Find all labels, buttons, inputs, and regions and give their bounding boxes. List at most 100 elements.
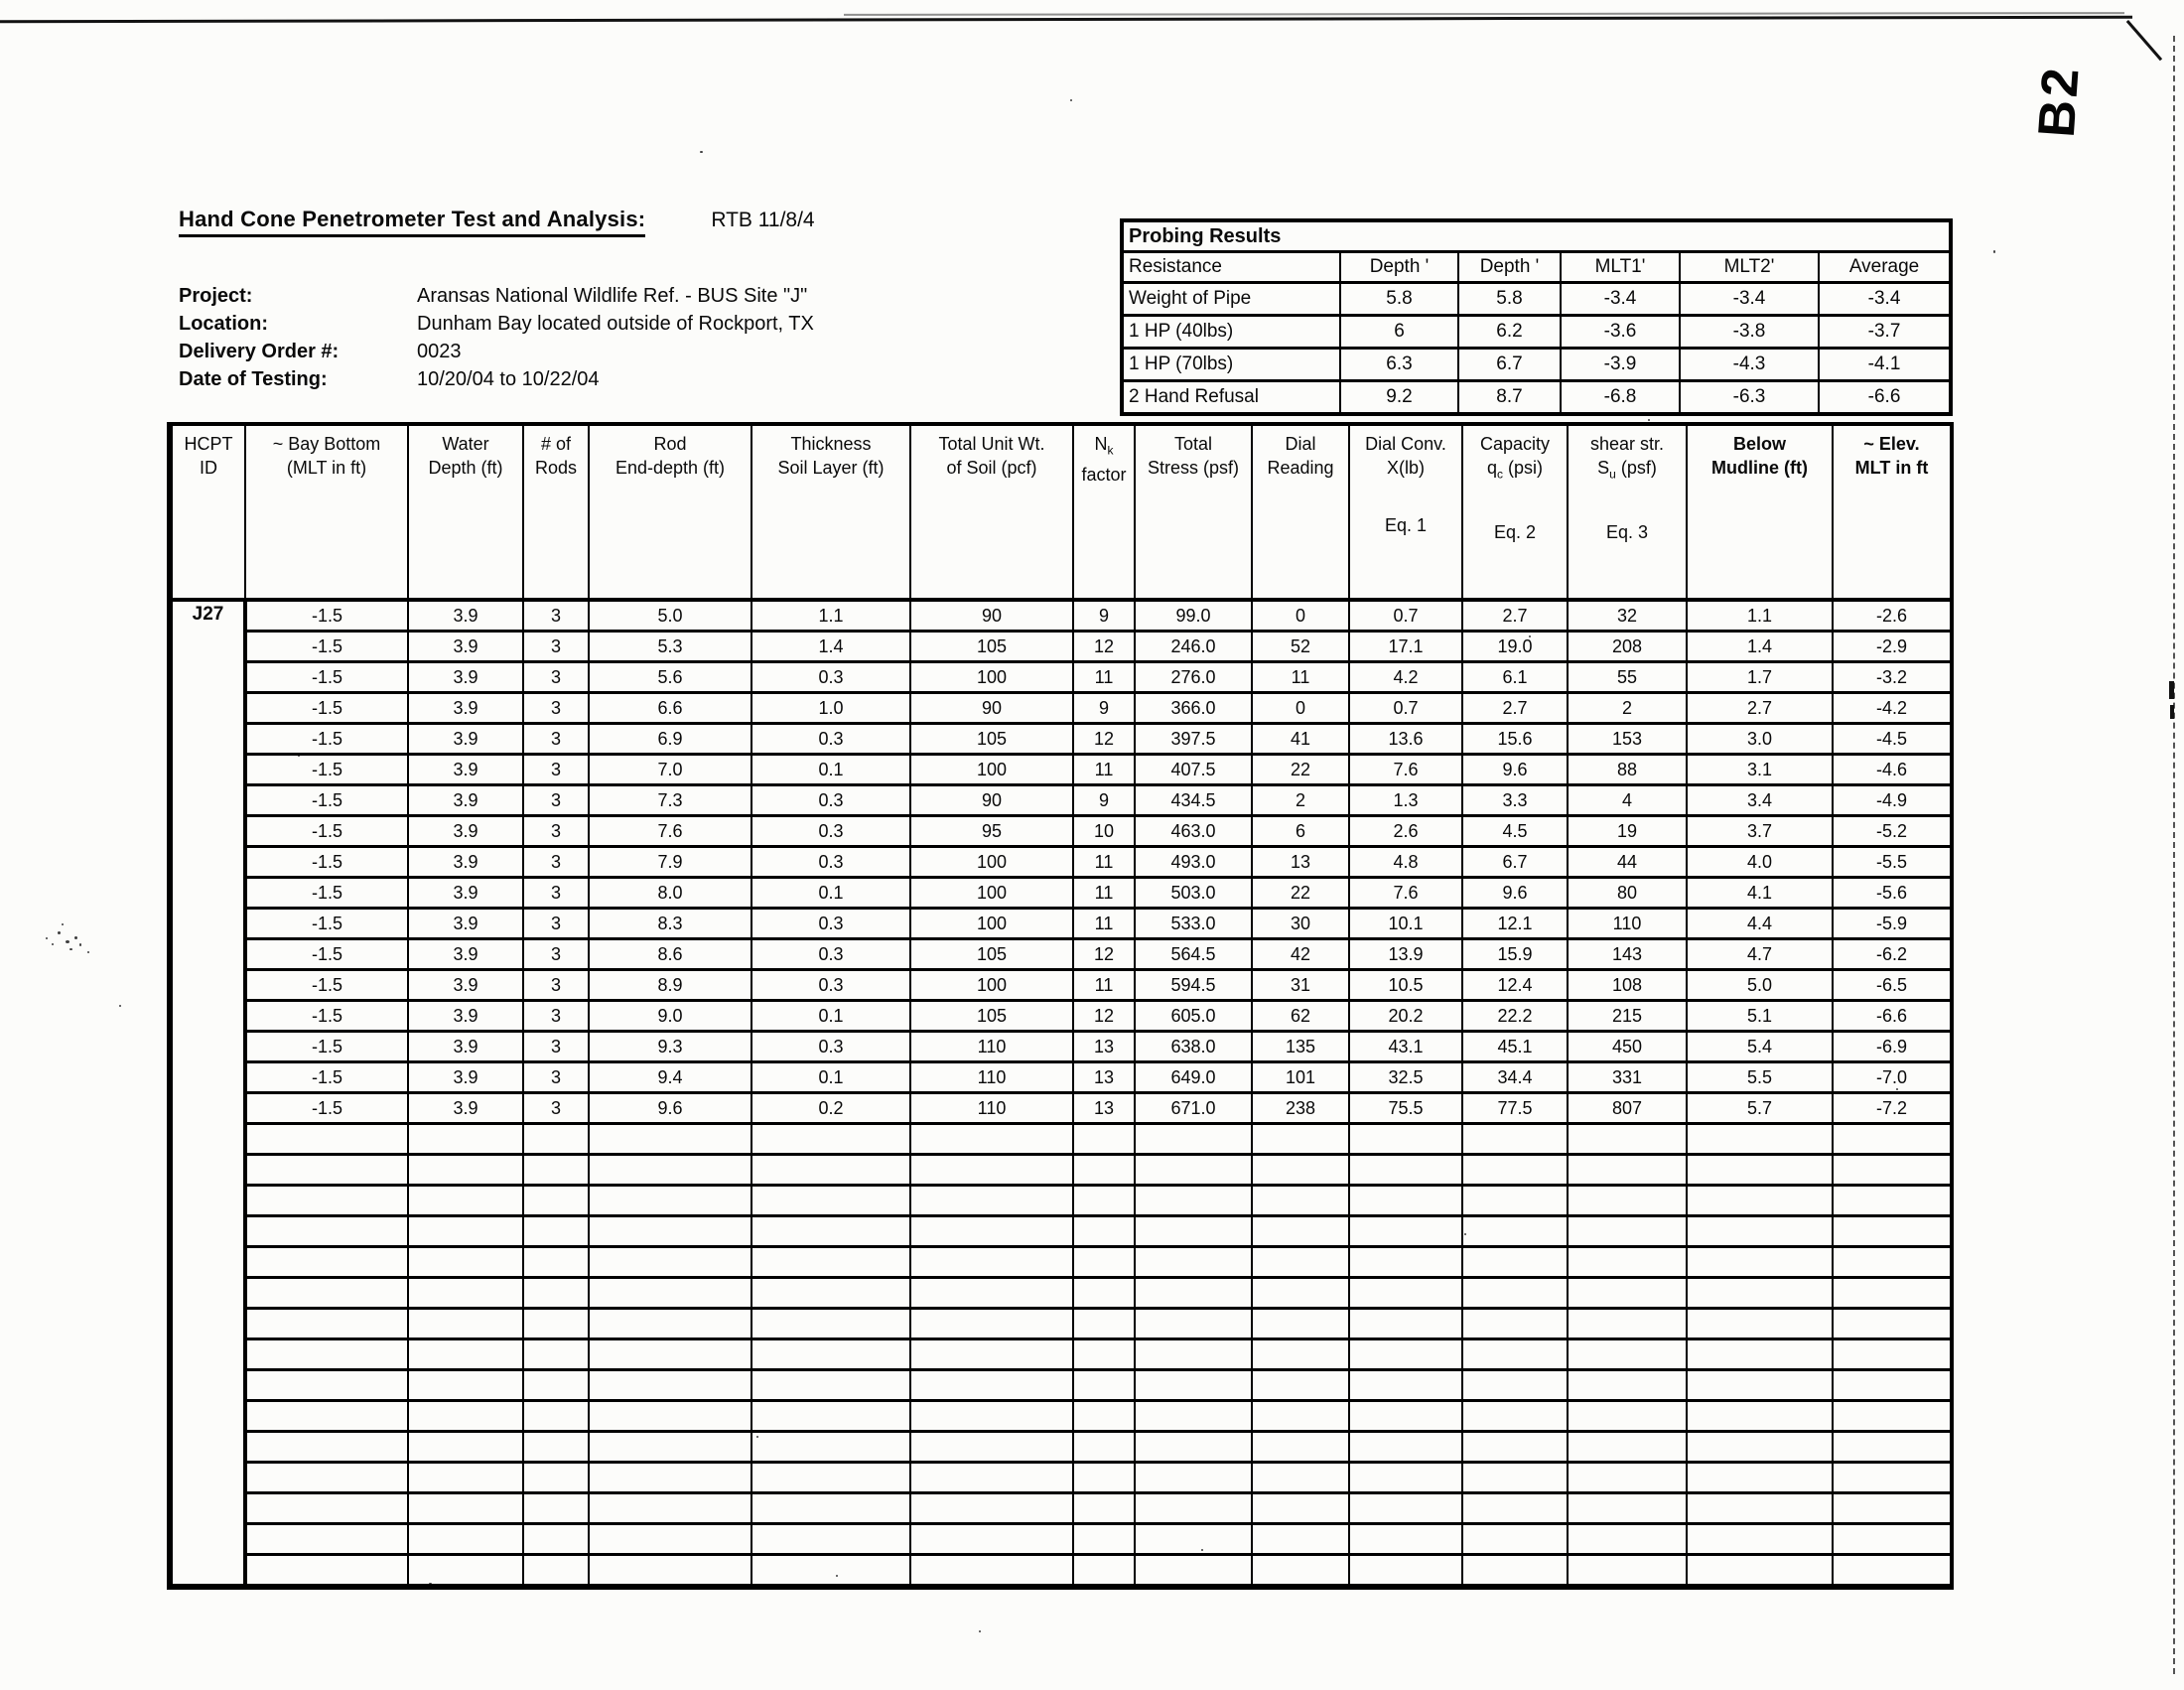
data-cell: 638.0 [1134,1030,1253,1063]
empty-cell [588,1430,752,1464]
data-cell: -5.2 [1832,814,1953,848]
document-title: Hand Cone Penetrometer Test and Analysis… [179,207,646,237]
empty-cell [244,1122,409,1156]
empty-cell [244,1430,409,1464]
data-cell: 208 [1567,630,1688,663]
empty-cell [407,1430,524,1464]
data-row: -1.5 3.9 3 6.9 0.3 105 12 397.5 41 13.6 15.6 153 3.0… [170,722,1953,756]
empty-cell [1461,1184,1569,1217]
data-cell: 3 [522,1060,590,1094]
scan-artifact-edge-mark [2170,705,2174,719]
probing-row-label: 1 HP (70lbs) [1121,347,1341,382]
data-cell: 3.4 [1686,783,1834,817]
empty-cell [522,1214,590,1248]
data-cell: 397.5 [1134,722,1253,756]
data-cell: 0.2 [751,1091,911,1125]
empty-cell [1686,1153,1834,1187]
empty-row [170,1491,1953,1525]
data-cell: 6.9 [588,722,752,756]
empty-cell [1567,1522,1688,1556]
data-cell: 463.0 [1134,814,1253,848]
data-cell: 4.0 [1686,845,1834,879]
data-cell: 503.0 [1134,876,1253,910]
data-cell: -1.5 [244,999,409,1033]
empty-cell [244,1491,409,1525]
empty-cell [751,1122,911,1156]
data-cell: 0.3 [751,660,911,694]
data-cell: 108 [1567,968,1688,1002]
info-label-date-of-testing: Date of Testing: [179,368,328,390]
data-cell: 10.5 [1348,968,1463,1002]
empty-cell [1348,1399,1463,1433]
empty-cell [1348,1338,1463,1371]
handwritten-page-label: B2 [2027,63,2091,140]
probing-col-header: MLT2' [1679,250,1820,284]
data-cell: 5.4 [1686,1030,1834,1063]
probing-value-cell: 6 [1339,314,1459,350]
data-cell: 649.0 [1134,1060,1253,1094]
probing-value-cell: 8.7 [1457,379,1562,415]
probing-value-cell: 6.3 [1339,347,1459,382]
data-cell: 3.9 [407,876,524,910]
data-cell: 4.7 [1686,937,1834,971]
data-cell: 5.0 [588,598,752,633]
data-cell: 3.9 [407,1060,524,1094]
empty-cell [1348,1553,1463,1589]
empty-cell [1251,1553,1350,1589]
empty-row [170,1399,1953,1433]
empty-cell [244,1214,409,1248]
empty-cell [909,1522,1074,1556]
data-cell: 3.9 [407,937,524,971]
data-row: -1.5 3.9 3 6.6 1.0 90 9 366.0 0 0.7 2.7 2 2.7 -4.2 [170,691,1953,725]
empty-cell [588,1245,752,1279]
probing-value-cell: 6.7 [1457,347,1562,382]
data-cell: 5.3 [588,630,752,663]
data-cell: 8.3 [588,907,752,940]
empty-cell [1461,1307,1569,1340]
data-cell: 3.9 [407,1030,524,1063]
empty-cell [1072,1153,1136,1187]
data-cell: 9.6 [1461,753,1569,786]
empty-cell [1134,1276,1253,1310]
data-cell: 100 [909,753,1074,786]
data-cell: 3 [522,968,590,1002]
empty-cell [1348,1491,1463,1525]
scan-artifact-top-edge [0,15,2133,24]
data-cell: 52 [1251,630,1350,663]
empty-cell [751,1368,911,1402]
data-cell: 7.9 [588,845,752,879]
data-cell: 8.9 [588,968,752,1002]
data-cell: 12.4 [1461,968,1569,1002]
column-header: Thickness Soil Layer (ft) [751,422,911,602]
probing-row: 1 HP (70lbs) 6.3 6.7 -3.9 -4.3 -4.1 [1121,347,1953,382]
empty-cell [1134,1461,1253,1494]
data-cell: 44 [1567,845,1688,879]
data-cell: -1.5 [244,876,409,910]
data-cell: -4.6 [1832,753,1953,786]
data-cell: 4 [1567,783,1688,817]
empty-row [170,1184,1953,1217]
data-cell: 12 [1072,937,1136,971]
data-cell: 594.5 [1134,968,1253,1002]
empty-cell [244,1338,409,1371]
data-cell: 3 [522,598,590,633]
empty-cell [1134,1491,1253,1525]
data-cell: 105 [909,937,1074,971]
empty-cell [1251,1245,1350,1279]
empty-cell [522,1368,590,1402]
hcpt-table-body: J27 -1.5 3.9 3 5.0 1.1 90 9 99.0 0 0.7 2.7 32 1.1 -2.6… [169,598,1953,1589]
data-row: -1.5 3.9 3 8.3 0.3 100 11 533.0 30 10.1 12.1 110 4.4… [170,907,1953,940]
empty-cell [244,1368,409,1402]
probing-value-cell: 9.2 [1339,379,1459,415]
empty-cell [751,1553,911,1589]
data-cell: 110 [909,1060,1074,1094]
data-cell: 0.3 [751,845,911,879]
empty-cell [1134,1245,1253,1279]
probing-results-title: Probing Results [1120,219,1953,253]
data-cell: -4.2 [1832,691,1953,725]
data-cell: 215 [1567,999,1688,1033]
probing-value-cell: -6.3 [1679,379,1820,415]
data-cell: 0.7 [1348,691,1463,725]
empty-cell [244,1307,409,1340]
empty-cell [1686,1553,1834,1589]
